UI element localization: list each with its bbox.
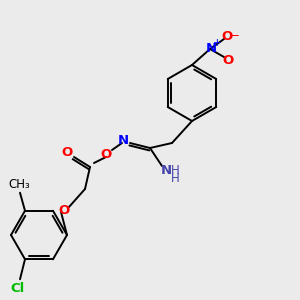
Text: O: O xyxy=(221,29,233,43)
Text: O: O xyxy=(100,148,112,161)
Text: N: N xyxy=(206,41,217,55)
Text: O: O xyxy=(61,146,73,158)
Text: O: O xyxy=(58,203,70,217)
Text: −: − xyxy=(230,29,240,43)
Text: +: + xyxy=(213,38,221,48)
Text: O: O xyxy=(222,53,234,67)
Text: CH₃: CH₃ xyxy=(8,178,30,191)
Text: N: N xyxy=(117,134,129,148)
Text: N: N xyxy=(160,164,172,176)
Text: Cl: Cl xyxy=(11,282,25,295)
Text: H: H xyxy=(171,172,179,185)
Text: H: H xyxy=(171,164,179,176)
